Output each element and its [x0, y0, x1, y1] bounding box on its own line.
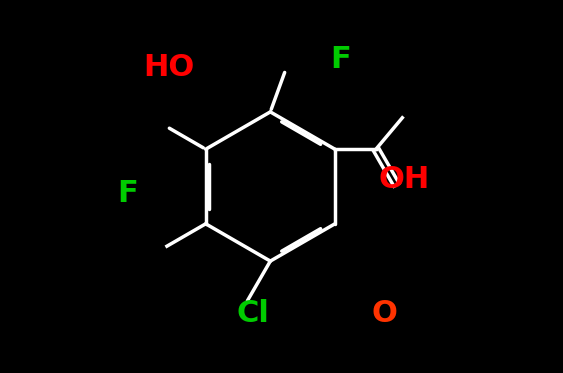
Text: Cl: Cl: [236, 299, 270, 328]
Text: F: F: [117, 179, 138, 209]
Text: OH: OH: [378, 164, 430, 194]
Text: HO: HO: [144, 53, 195, 82]
Text: O: O: [371, 299, 397, 328]
Text: F: F: [330, 45, 351, 74]
